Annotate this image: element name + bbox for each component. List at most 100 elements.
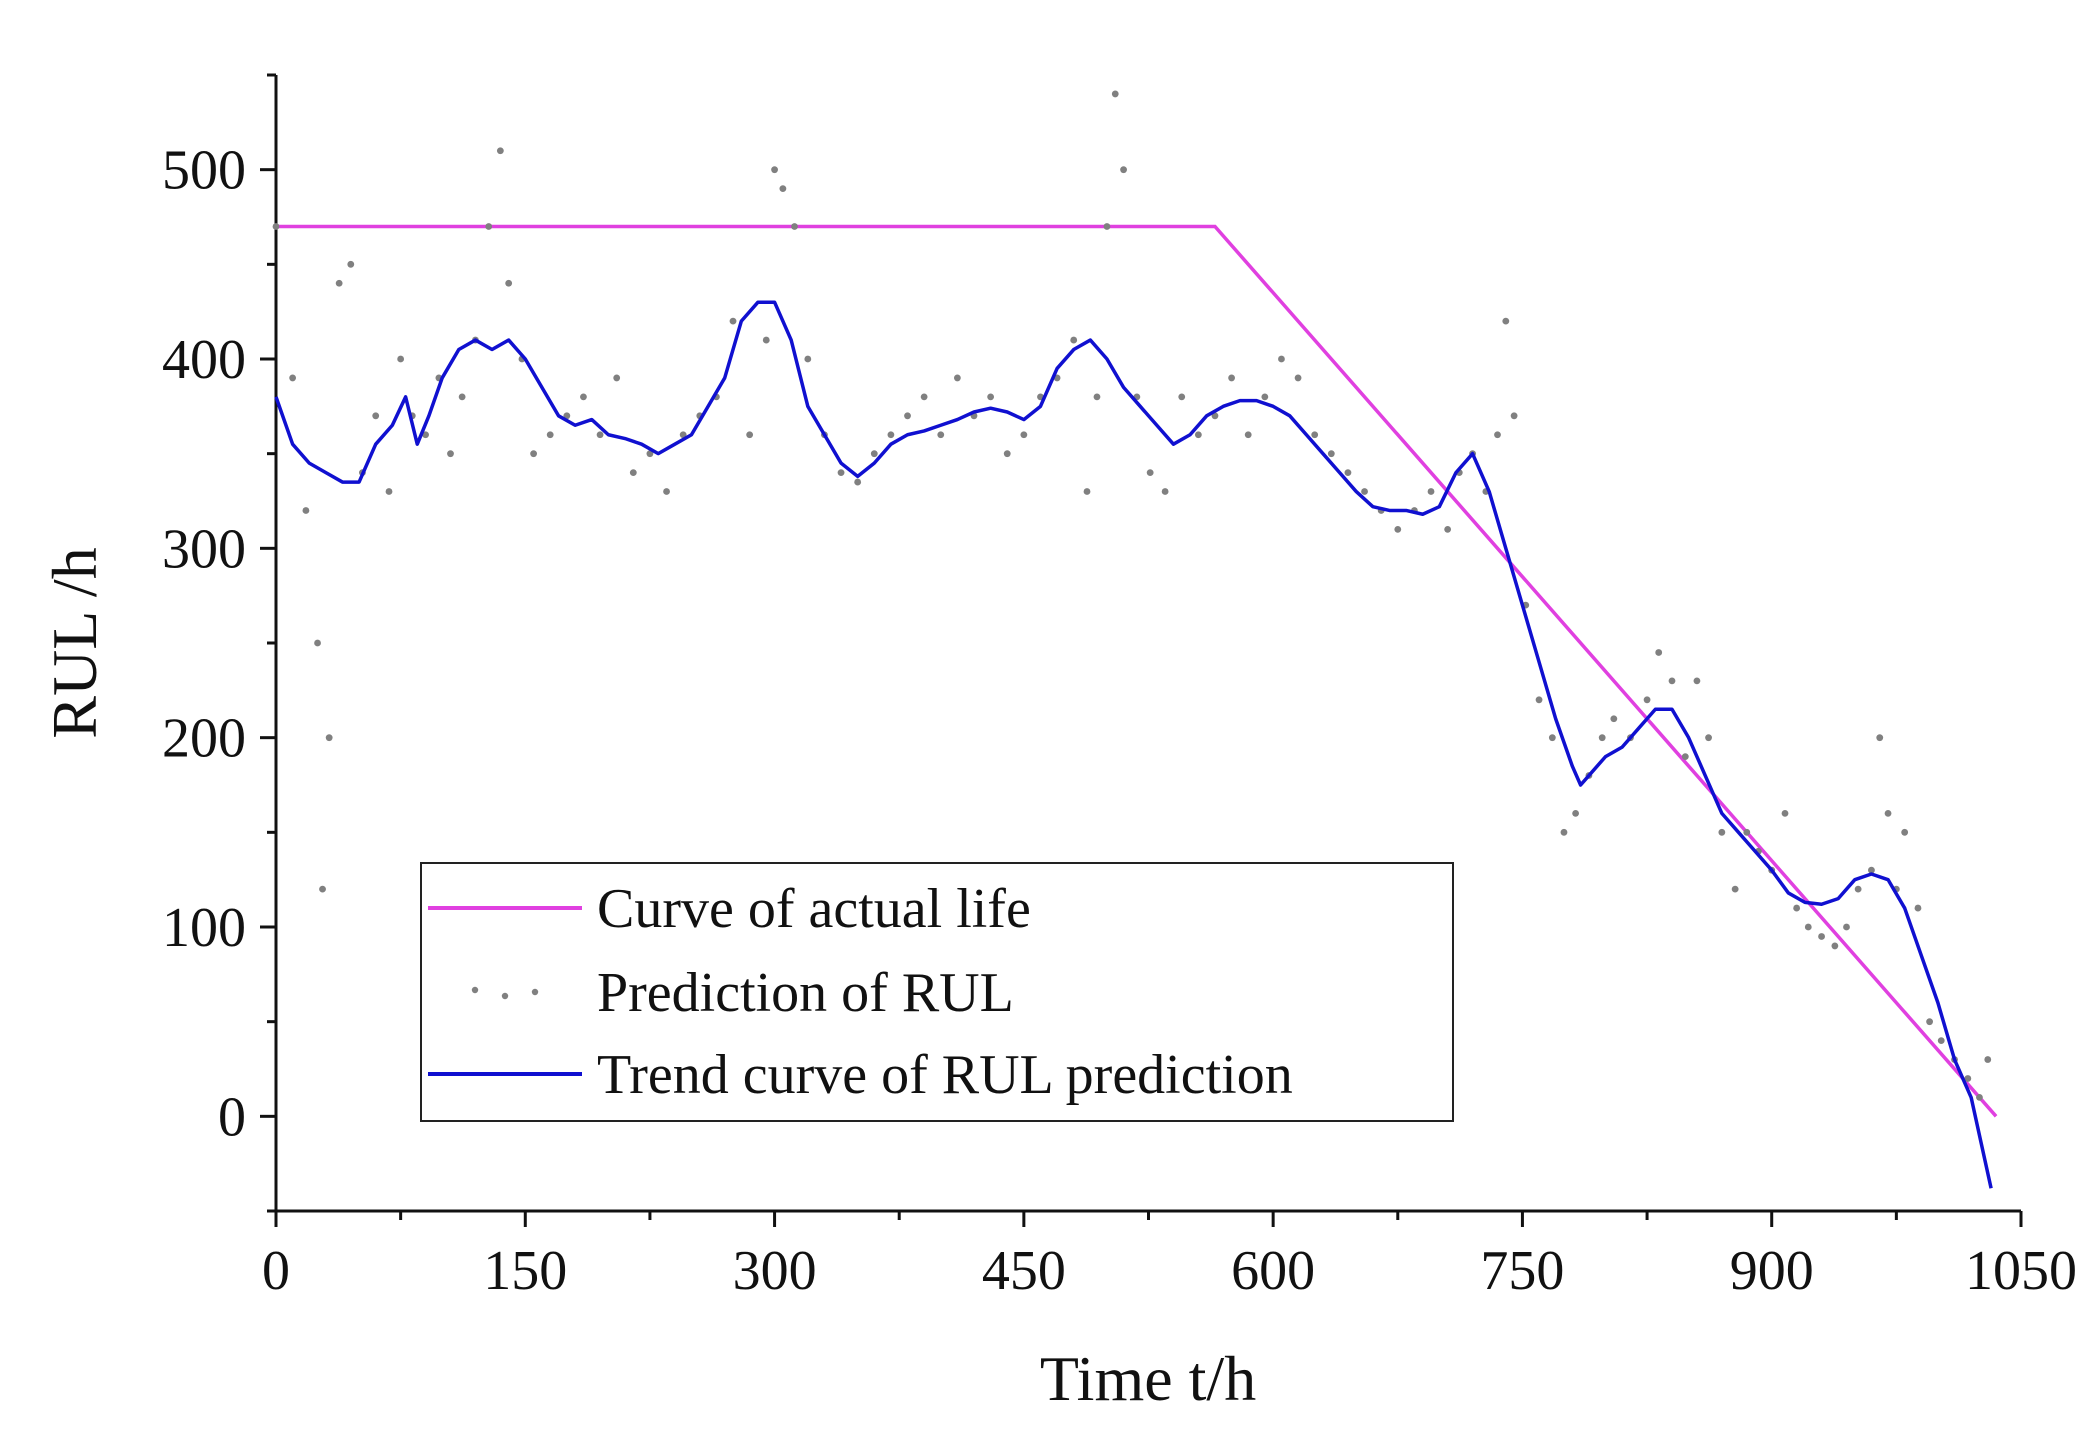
prediction-point [679,431,687,439]
y-tick-label: 0 [218,1086,246,1148]
legend-swatch-prediction-1 [471,986,479,994]
prediction-point [1926,1018,1933,1026]
prediction-point [1681,753,1689,760]
prediction-point [1070,336,1078,344]
prediction-point [887,431,895,439]
prediction-point [1178,393,1186,401]
y-tick-label: 100 [162,897,246,959]
prediction-point [1984,1056,1992,1063]
prediction-point [779,185,787,193]
prediction-point [953,374,961,382]
x-tick-label: 0 [262,1240,290,1302]
prediction-point [1003,450,1011,458]
prediction-point [1194,431,1202,439]
prediction-point [1976,1094,1983,1101]
prediction-point [422,431,429,439]
legend-label-prediction: Prediction of RUL [597,962,1014,1024]
prediction-point [1793,904,1801,912]
prediction-point [325,734,333,742]
prediction-point [1705,734,1712,742]
prediction-point [385,488,393,495]
x-tick-label: 900 [1730,1240,1814,1302]
prediction-point [1111,90,1119,98]
prediction-point [496,147,504,155]
prediction-point [791,223,798,230]
plot-marks [272,90,1998,1189]
prediction-point [1083,488,1091,495]
prediction-point [319,885,326,893]
x-tick-label: 150 [483,1240,567,1302]
prediction-point [272,223,280,230]
prediction-point [596,431,604,439]
prediction-point [1093,393,1101,401]
prediction-point [447,450,454,458]
x-tick-label: 450 [982,1240,1066,1302]
prediction-point [854,478,862,486]
prediction-point [1294,374,1302,382]
prediction-point [1020,431,1028,439]
prediction-point [1228,374,1235,382]
prediction-point [663,488,670,495]
x-axis-title: Time t/h [1040,1343,1256,1414]
prediction-point [1494,431,1501,439]
prediction-point [1655,649,1663,656]
prediction-point [837,469,845,476]
y-tick-label: 400 [162,329,246,391]
x-ticks: 0 150 300 450 600 750 900 1050 [262,1211,2077,1302]
prediction-point [1535,696,1543,704]
prediction-point [289,374,297,382]
prediction-point [1278,355,1285,363]
prediction-point [629,469,637,476]
prediction-point [613,374,621,382]
prediction-point [762,336,770,344]
prediction-point [458,393,466,401]
prediction-point [1120,166,1127,174]
prediction-point [1914,904,1922,912]
prediction-point [580,393,587,401]
prediction-point [546,431,554,439]
prediction-point [1502,317,1510,325]
legend-swatch-prediction-3 [531,988,539,996]
legend-label-trend: Trend curve of RUL prediction [597,1044,1293,1106]
prediction-point [530,450,537,458]
prediction-point [1937,1037,1945,1044]
prediction-point [1610,715,1618,723]
prediction-point [314,639,321,647]
prediction-point [505,279,513,287]
prediction-point [1146,469,1154,476]
prediction-point [1818,933,1825,940]
legend: Curve of actual life Prediction of RUL T… [420,862,1454,1122]
prediction-point [1884,810,1892,817]
y-tick-label: 200 [162,708,246,770]
y-ticks: 0 100 200 300 400 500 [162,73,276,1213]
prediction-point [1668,677,1676,685]
prediction-point [646,450,654,458]
prediction-point [335,279,343,287]
prediction-point [1548,734,1556,742]
prediction-point [1868,866,1875,874]
prediction-point [1843,923,1850,931]
prediction-point [1510,412,1518,420]
prediction-point [1718,828,1726,836]
prediction-point [1427,488,1435,495]
x-tick-label: 750 [1480,1240,1564,1302]
prediction-point [1901,828,1909,836]
prediction-point [729,317,737,325]
legend-swatch-prediction-2 [501,992,509,1000]
prediction-point [1361,488,1368,495]
y-tick-label: 300 [162,518,246,580]
prediction-point [1161,488,1169,495]
prediction-point [1876,734,1884,742]
prediction-point [746,431,754,439]
prediction-point [347,260,355,268]
prediction-point [1394,526,1402,533]
prediction-point [1731,885,1739,893]
prediction-point [1643,696,1651,704]
prediction-point [1244,431,1252,439]
series-line-actual-life [276,224,1998,1118]
prediction-point [485,223,493,230]
prediction-point [1743,828,1751,836]
prediction-point [1693,677,1701,685]
prediction-point [563,412,571,420]
prediction-point [870,450,878,458]
